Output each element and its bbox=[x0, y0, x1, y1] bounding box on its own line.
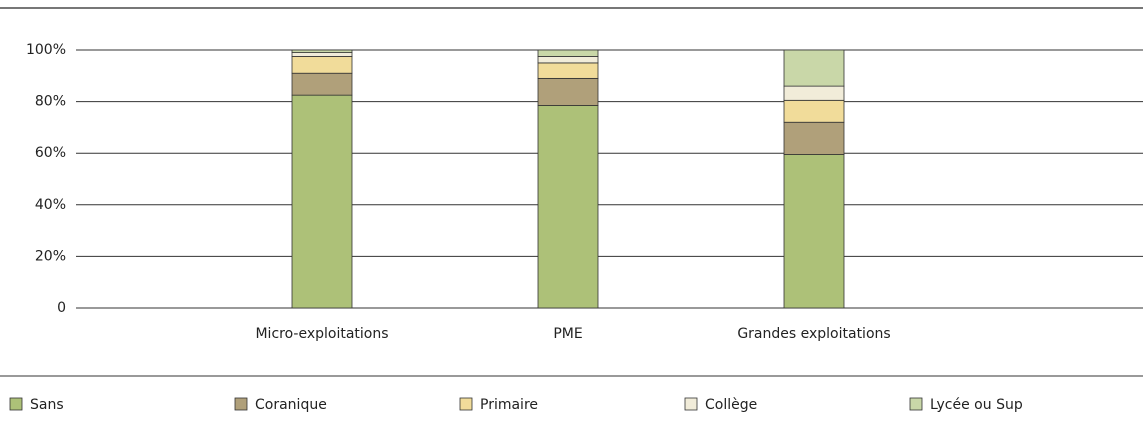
bar-segment bbox=[783, 49, 845, 87]
bar-segment bbox=[537, 56, 599, 64]
legend-label: Collège bbox=[705, 397, 757, 413]
legend-label: Coranique bbox=[255, 397, 327, 413]
legend-swatch bbox=[234, 397, 248, 411]
legend-swatch bbox=[909, 397, 923, 411]
legend-label: Lycée ou Sup bbox=[930, 397, 1023, 413]
bar-segment bbox=[783, 121, 845, 155]
legend-swatch bbox=[9, 397, 23, 411]
y-tick-label: 60% bbox=[35, 145, 66, 161]
x-tick-label: PME bbox=[553, 326, 582, 342]
bar-segment bbox=[537, 77, 599, 106]
bar-segment bbox=[537, 62, 599, 79]
legend-swatch bbox=[459, 397, 473, 411]
bar-segment bbox=[783, 154, 845, 309]
bar-segment bbox=[291, 94, 353, 309]
y-tick-label: 0 bbox=[57, 300, 66, 316]
bar-segment bbox=[291, 52, 353, 57]
y-tick-label: 40% bbox=[35, 197, 66, 213]
x-tick-label: Micro-exploitations bbox=[255, 326, 388, 342]
bar-segment bbox=[537, 105, 599, 309]
y-tick-label: 20% bbox=[35, 248, 66, 264]
x-tick-label: Grandes exploitations bbox=[737, 326, 890, 342]
legend-label: Sans bbox=[30, 397, 64, 413]
bar-segment bbox=[783, 85, 845, 101]
legend-label: Primaire bbox=[480, 397, 538, 413]
bar-segment bbox=[783, 99, 845, 123]
y-tick-label: 100% bbox=[26, 42, 66, 58]
bar-segment bbox=[537, 49, 599, 57]
bar-segment bbox=[291, 72, 353, 96]
legend-swatch bbox=[684, 397, 698, 411]
bar-segment bbox=[291, 56, 353, 74]
y-tick-label: 80% bbox=[35, 94, 66, 110]
bar-segment bbox=[291, 49, 353, 53]
